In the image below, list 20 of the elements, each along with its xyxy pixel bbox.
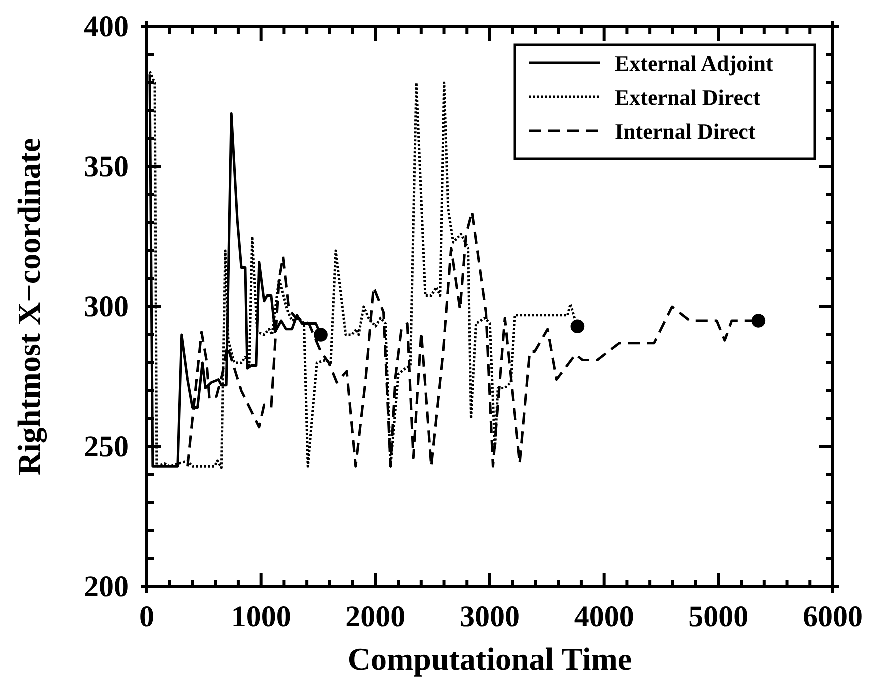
y-tick-label: 250 — [84, 430, 129, 464]
point — [314, 328, 328, 342]
x-tick-label: 4000 — [574, 600, 634, 634]
y-tick-label: 400 — [84, 10, 129, 44]
x-tick-label: 3000 — [460, 600, 520, 634]
x-tick-label: 0 — [140, 600, 154, 634]
legend-label: External Direct — [615, 85, 762, 110]
y-axis-title: Rightmost X−coordinate — [11, 138, 48, 476]
x-axis-title: Computational Time — [348, 641, 632, 677]
x-tick-label: 2000 — [346, 600, 406, 634]
y-tick-label: 200 — [84, 570, 129, 604]
y-tick-label: 350 — [84, 150, 129, 184]
legend-label: External Adjoint — [615, 51, 774, 76]
point — [752, 314, 766, 328]
x-tick-label: 5000 — [688, 600, 749, 634]
x-tick-label: 1000 — [231, 600, 292, 634]
point — [570, 320, 585, 334]
legend-label: Internal Direct — [615, 119, 756, 144]
y-tick-label: 300 — [84, 290, 129, 324]
x-tick-label: 6000 — [803, 600, 863, 634]
